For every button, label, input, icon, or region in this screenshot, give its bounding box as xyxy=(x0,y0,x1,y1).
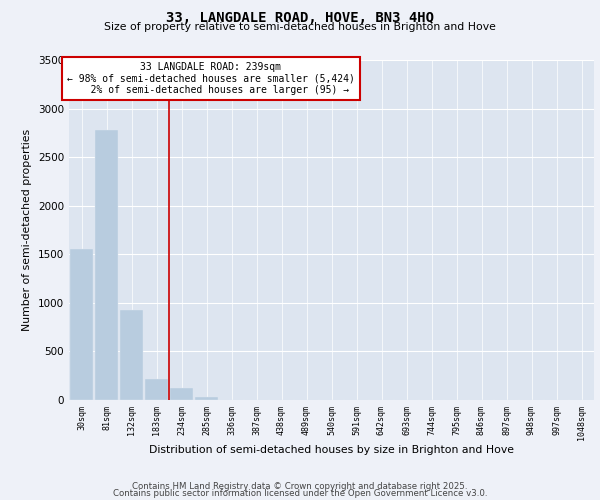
Bar xyxy=(120,310,143,400)
Text: 33 LANGDALE ROAD: 239sqm
← 98% of semi-detached houses are smaller (5,424)
   2%: 33 LANGDALE ROAD: 239sqm ← 98% of semi-d… xyxy=(67,62,355,95)
Text: Contains HM Land Registry data © Crown copyright and database right 2025.: Contains HM Land Registry data © Crown c… xyxy=(132,482,468,491)
Bar xyxy=(95,130,118,400)
Bar xyxy=(70,250,93,400)
Text: 33, LANGDALE ROAD, HOVE, BN3 4HQ: 33, LANGDALE ROAD, HOVE, BN3 4HQ xyxy=(166,12,434,26)
Bar xyxy=(195,397,218,400)
Bar xyxy=(145,378,168,400)
X-axis label: Distribution of semi-detached houses by size in Brighton and Hove: Distribution of semi-detached houses by … xyxy=(149,446,514,456)
Bar xyxy=(170,388,193,400)
Y-axis label: Number of semi-detached properties: Number of semi-detached properties xyxy=(22,129,32,331)
Text: Size of property relative to semi-detached houses in Brighton and Hove: Size of property relative to semi-detach… xyxy=(104,22,496,32)
Text: Contains public sector information licensed under the Open Government Licence v3: Contains public sector information licen… xyxy=(113,489,487,498)
